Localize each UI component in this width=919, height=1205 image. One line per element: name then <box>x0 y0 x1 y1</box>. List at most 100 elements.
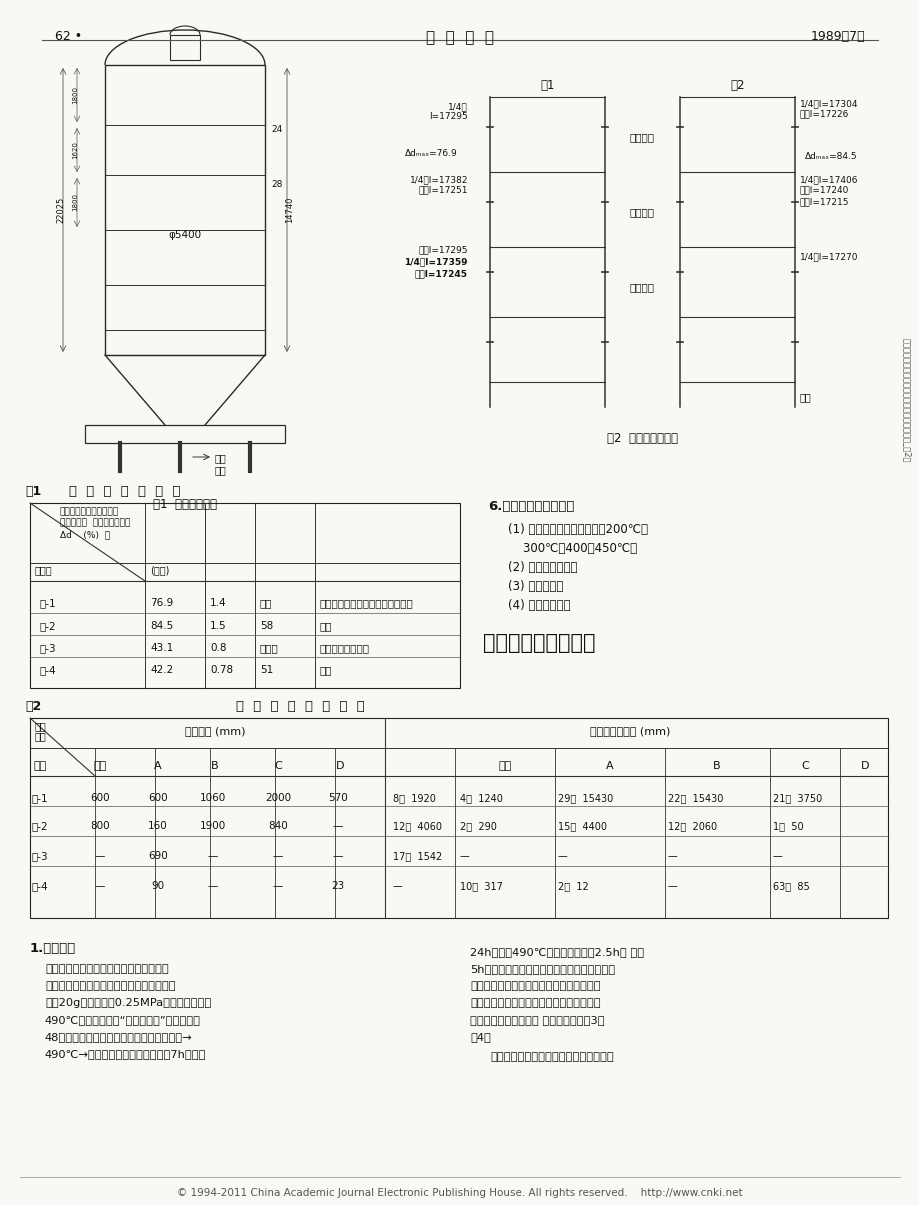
Text: 裂纹条数及总长 (mm): 裂纹条数及总长 (mm) <box>589 725 669 736</box>
Text: 160: 160 <box>148 821 167 831</box>
Text: 焊缝: 焊缝 <box>800 392 811 402</box>
Text: 10条  317: 10条 317 <box>460 881 503 890</box>
Text: (4) 热疲劳试验。: (4) 热疲劳试验。 <box>507 599 570 612</box>
Text: 下数第三圈板最大、二、四圈次之: 下数第三圈板最大、二、四圈次之 <box>320 598 414 609</box>
Text: Δd    (%)  值: Δd (%) 值 <box>60 530 110 539</box>
Text: 29条  15430: 29条 15430 <box>558 793 613 803</box>
Text: 最长裂纹 (mm): 最长裂纹 (mm) <box>185 725 245 736</box>
Text: 1.4: 1.4 <box>210 598 226 609</box>
Text: 1900: 1900 <box>199 821 226 831</box>
Bar <box>85 425 285 443</box>
Text: 84.5: 84.5 <box>150 621 173 631</box>
Text: 祖座: 祖座 <box>498 762 511 771</box>
Text: 中部l=17295: 中部l=17295 <box>418 245 468 254</box>
Text: 下部l=17240: 下部l=17240 <box>800 186 848 194</box>
Text: 图4。: 图4。 <box>470 1031 491 1042</box>
Text: 1/4处l=17382: 1/4处l=17382 <box>409 175 468 184</box>
Text: 51: 51 <box>260 665 273 675</box>
Text: 水放: 水放 <box>215 465 226 475</box>
Text: 28: 28 <box>271 180 282 189</box>
Text: 1/4处: 1/4处 <box>448 102 468 111</box>
Text: 600: 600 <box>90 793 109 803</box>
Text: 质为20g，设计压力0.25MPa，塔底进料温度: 质为20g，设计压力0.25MPa，塔底进料温度 <box>45 998 211 1009</box>
Text: 塔1: 塔1 <box>539 80 554 92</box>
Text: 17条  1542: 17条 1542 <box>392 851 442 862</box>
Text: C: C <box>800 762 808 771</box>
Text: 0.8: 0.8 <box>210 643 226 653</box>
Text: 490℃→常温。其中包括：瓦斯预热7h、进油: 490℃→常温。其中包括：瓦斯预热7h、进油 <box>45 1050 206 1059</box>
Text: 62 •: 62 • <box>55 30 82 43</box>
Text: 下部l=17226: 下部l=17226 <box>800 108 848 118</box>
Text: 15条  4400: 15条 4400 <box>558 821 607 831</box>
Text: Δdₘₐₓ=76.9: Δdₘₐₓ=76.9 <box>404 149 458 158</box>
Text: 分布: 分布 <box>35 731 47 741</box>
Text: —: — <box>667 851 677 862</box>
Text: 表1: 表1 <box>25 484 41 498</box>
Text: 12条  4060: 12条 4060 <box>392 821 441 831</box>
Text: —: — <box>273 851 283 862</box>
Bar <box>170 35 199 60</box>
Text: 延迟焦化装置焦碘塔的变形开裂机理和安全分析_第2页: 延迟焦化装置焦碘塔的变形开裂机理和安全分析_第2页 <box>902 337 911 463</box>
Text: A: A <box>154 762 162 771</box>
Text: 6.材料的力学性能试验: 6.材料的力学性能试验 <box>487 500 573 513</box>
Text: 1.5: 1.5 <box>210 621 226 631</box>
Text: D: D <box>860 762 868 771</box>
Text: 1/4处l=17270: 1/4处l=17270 <box>800 252 857 261</box>
Text: 第四圈板: 第四圈板 <box>630 133 654 142</box>
Text: 图2  塔体变形示意图: 图2 塔体变形示意图 <box>607 433 677 445</box>
Text: (3) 持久强度；: (3) 持久强度； <box>507 580 562 593</box>
Text: 24: 24 <box>271 125 282 134</box>
Text: 1800: 1800 <box>72 193 78 211</box>
Text: 裂  纹  的  长  度  及  分  布: 裂 纹 的 长 度 及 分 布 <box>235 700 364 713</box>
Text: 22025: 22025 <box>56 196 65 223</box>
Text: 同上: 同上 <box>320 665 332 675</box>
Text: 变形直径最直径增最大局: 变形直径最直径增最大局 <box>60 507 119 516</box>
Text: 2条  12: 2条 12 <box>558 881 588 890</box>
Text: 2000: 2000 <box>265 793 290 803</box>
Text: 90: 90 <box>152 881 165 890</box>
Text: (1) 常规的力学性能：常温、200℃、: (1) 常规的力学性能：常温、200℃、 <box>507 523 647 536</box>
Text: 800: 800 <box>90 821 109 831</box>
Text: 的厚度方向进行了温度 测量，结果见图3、: 的厚度方向进行了温度 测量，结果见图3、 <box>470 1015 604 1025</box>
Text: l=17295: l=17295 <box>429 112 468 120</box>
Text: D: D <box>335 762 344 771</box>
Text: 42.2: 42.2 <box>150 665 173 675</box>
Text: © 1994-2011 China Academic Journal Electronic Publishing House. All rights reser: © 1994-2011 China Academic Journal Elect… <box>177 1188 742 1198</box>
Text: 1/4处l=17304: 1/4处l=17304 <box>800 99 857 108</box>
Bar <box>30 502 459 688</box>
Text: 大增量大率  部变形变形规律: 大增量大率 部变形变形规律 <box>60 518 130 527</box>
Text: 22条  15430: 22条 15430 <box>667 793 722 803</box>
Text: 裂纹: 裂纹 <box>35 721 47 731</box>
Text: 490℃，塔内介质为“含硫重质油”。工作时，: 490℃，塔内介质为“含硫重质油”。工作时， <box>45 1015 200 1025</box>
Text: 63条  85: 63条 85 <box>772 881 809 890</box>
Text: 12条  2060: 12条 2060 <box>667 821 716 831</box>
Text: B: B <box>211 762 219 771</box>
Text: 各  塔  的  变  形  情  况: 各 塔 的 变 形 情 况 <box>69 484 180 498</box>
Bar <box>105 65 265 355</box>
Text: —: — <box>667 881 677 890</box>
Text: 表2: 表2 <box>25 700 41 713</box>
Text: (2) 断裂韧性测试；: (2) 断裂韧性测试； <box>507 562 577 574</box>
Text: A: A <box>606 762 613 771</box>
Text: 58: 58 <box>260 621 273 631</box>
Text: 23: 23 <box>331 881 345 890</box>
Text: 不均。为此，对塔的外表面的纵、环及塔壁: 不均。为此，对塔的外表面的纵、环及塔壁 <box>470 998 600 1009</box>
Text: B: B <box>712 762 720 771</box>
Text: 焦碳塔的变形与其他容器变形相比，有它: 焦碳塔的变形与其他容器变形相比，有它 <box>45 964 168 974</box>
Text: 600: 600 <box>148 793 167 803</box>
Text: 43.1: 43.1 <box>150 643 173 653</box>
Text: 塔-2: 塔-2 <box>31 821 49 831</box>
Text: —: — <box>460 851 470 862</box>
Text: 300℃、400、450℃；: 300℃、400、450℃； <box>507 542 637 556</box>
Text: 690: 690 <box>148 851 167 862</box>
Text: 76.9: 76.9 <box>150 598 173 609</box>
Text: 塔编号: 塔编号 <box>35 565 52 575</box>
Text: —: — <box>273 881 283 890</box>
Text: 塔-4: 塔-4 <box>40 665 57 675</box>
Text: —: — <box>208 881 218 890</box>
Text: Δdₘₐₓ=84.5: Δdₘₐₓ=84.5 <box>804 152 857 161</box>
Text: 0.78: 0.78 <box>210 665 233 675</box>
Text: (毫米): (毫米) <box>150 565 169 575</box>
Text: 570: 570 <box>328 793 347 803</box>
Text: —: — <box>95 881 105 890</box>
